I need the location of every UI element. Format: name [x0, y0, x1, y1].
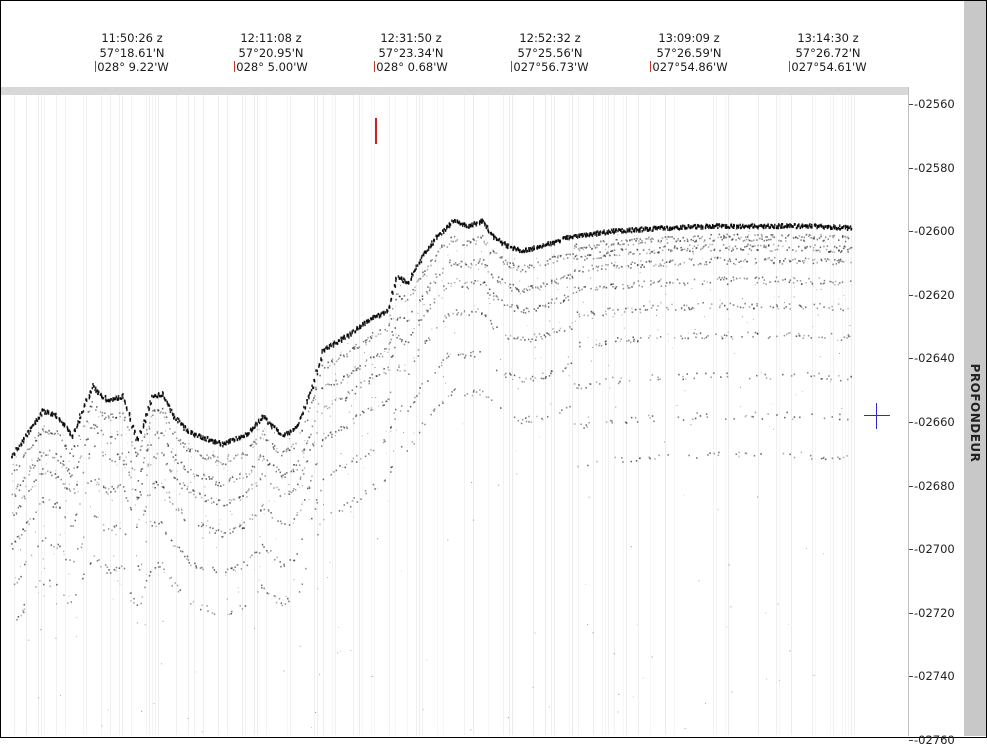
depth-tick-label: -02740: [909, 669, 955, 683]
depth-axis: -02560 -02580 -02600 -02620 -02640 -02660 -026…: [908, 87, 965, 747]
fix-longitude: 028° 0.68'W: [376, 60, 448, 74]
depth-axis-title: PROFONDEUR: [968, 363, 982, 463]
fix-time: 13:09:09 z: [658, 31, 720, 45]
fix-time: 12:11:08 z: [240, 31, 302, 45]
nav-fix: 13:09:09 z 57°26.59'N 027°54.86'W: [634, 31, 744, 75]
fix-latitude: 57°25.56'N: [517, 45, 583, 60]
nav-fix: 11:50:26 z 57°18.61'N 028° 9.22'W: [77, 31, 187, 75]
depth-tick-label: -02580: [909, 161, 955, 175]
fix-longitude-row: 028° 9.22'W: [77, 60, 187, 75]
nav-fix: 13:14:30 z 57°26.72'N 027°54.61'W: [773, 31, 883, 75]
fix-mark: [511, 61, 513, 72]
fix-mark: [234, 61, 236, 72]
fix-time: 13:14:30 z: [797, 31, 859, 45]
crosshair-icon[interactable]: [864, 403, 890, 429]
depth-tick-label: -02760: [909, 733, 955, 747]
echogram-image: [11, 95, 855, 735]
fix-time: 12:52:32 z: [519, 31, 581, 45]
fix-latitude: 57°26.59'N: [656, 45, 722, 60]
depth-tick-label: -02600: [909, 224, 955, 238]
fix-longitude: 027°54.86'W: [652, 60, 728, 74]
fix-longitude-row: 027°54.86'W: [634, 60, 744, 75]
depth-tick-label: -02660: [909, 415, 955, 429]
fix-longitude-row: 027°56.73'W: [495, 60, 605, 75]
fix-latitude: 57°20.95'N: [238, 45, 304, 60]
fix-longitude: 027°54.61'W: [791, 60, 867, 74]
event-marker: [375, 118, 377, 144]
fix-latitude: 57°26.72'N: [795, 45, 861, 60]
fix-time: 12:31:50 z: [380, 31, 442, 45]
fix-latitude: 57°23.34'N: [378, 45, 444, 60]
depth-tick-label: -02700: [909, 542, 955, 556]
depth-tick-label: -02560: [909, 97, 955, 111]
fix-mark: [95, 61, 97, 72]
depth-tick-label: -02620: [909, 288, 955, 302]
nav-fix: 12:11:08 z 57°20.95'N 028° 5.00'W: [216, 31, 326, 75]
fix-longitude: 028° 5.00'W: [236, 60, 308, 74]
fix-longitude-row: 027°54.61'W: [773, 60, 883, 75]
fix-mark: [789, 61, 791, 72]
fix-longitude: 027°56.73'W: [513, 60, 589, 74]
fix-mark: [374, 61, 376, 72]
fix-longitude-row: 028° 5.00'W: [216, 60, 326, 75]
axis-title-panel: PROFONDEUR: [964, 1, 986, 736]
depth-tick-label: -02720: [909, 606, 955, 620]
navigation-fix-header: 11:50:26 z 57°18.61'N 028° 9.22'W 12:11:08 …: [1, 1, 908, 87]
fix-time: 11:50:26 z: [101, 31, 163, 45]
fix-longitude: 028° 9.22'W: [97, 60, 169, 74]
nav-fix: 12:31:50 z 57°23.34'N 028° 0.68'W: [356, 31, 466, 75]
header-divider: [1, 87, 908, 95]
depth-tick-label: -02680: [909, 479, 955, 493]
depth-tick-label: -02640: [909, 351, 955, 365]
nav-fix: 12:52:32 z 57°25.56'N 027°56.73'W: [495, 31, 605, 75]
fix-mark: [650, 61, 652, 72]
echogram-display[interactable]: [11, 95, 908, 735]
fix-latitude: 57°18.61'N: [99, 45, 165, 60]
fix-longitude-row: 028° 0.68'W: [356, 60, 466, 75]
